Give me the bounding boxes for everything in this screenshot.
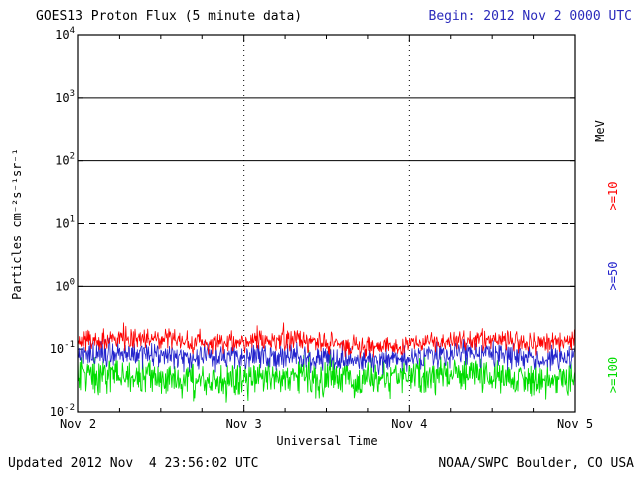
right-label-ge100: >=100 — [606, 356, 620, 394]
y-tick-label: 10-1 — [50, 340, 75, 356]
x-tick-label: Nov 3 — [226, 417, 262, 431]
y-tick-label: 100 — [55, 277, 75, 293]
right-label-ge50: >=50 — [606, 261, 620, 291]
x-tick-label: Nov 4 — [391, 417, 427, 431]
credit-label: NOAA/SWPC Boulder, CO USA — [438, 456, 634, 471]
y-tick-label: 103 — [55, 89, 75, 105]
trace-group — [78, 322, 575, 403]
y-tick-label: 101 — [55, 215, 75, 231]
right-label-ge10: >=10 — [606, 181, 620, 211]
trace-ge10-mev — [78, 322, 575, 359]
updated-timestamp: Updated 2012 Nov 4 23:56:02 UTC — [8, 456, 259, 471]
trace-ge100-mev — [78, 348, 575, 403]
chart-title: GOES13 Proton Flux (5 minute data) — [36, 9, 303, 24]
x-tick-label: Nov 2 — [60, 417, 96, 431]
y-tick-label: 104 — [55, 26, 75, 42]
x-tick-label: Nov 5 — [557, 417, 593, 431]
x-axis-label: Universal Time — [276, 434, 378, 448]
right-label-unit: MeV — [593, 120, 607, 142]
trace-ge50-mev — [78, 337, 575, 376]
begin-time-label: Begin: 2012 Nov 2 0000 UTC — [428, 9, 633, 24]
plot-frame — [77, 34, 576, 413]
y-tick-label: 102 — [55, 152, 75, 168]
